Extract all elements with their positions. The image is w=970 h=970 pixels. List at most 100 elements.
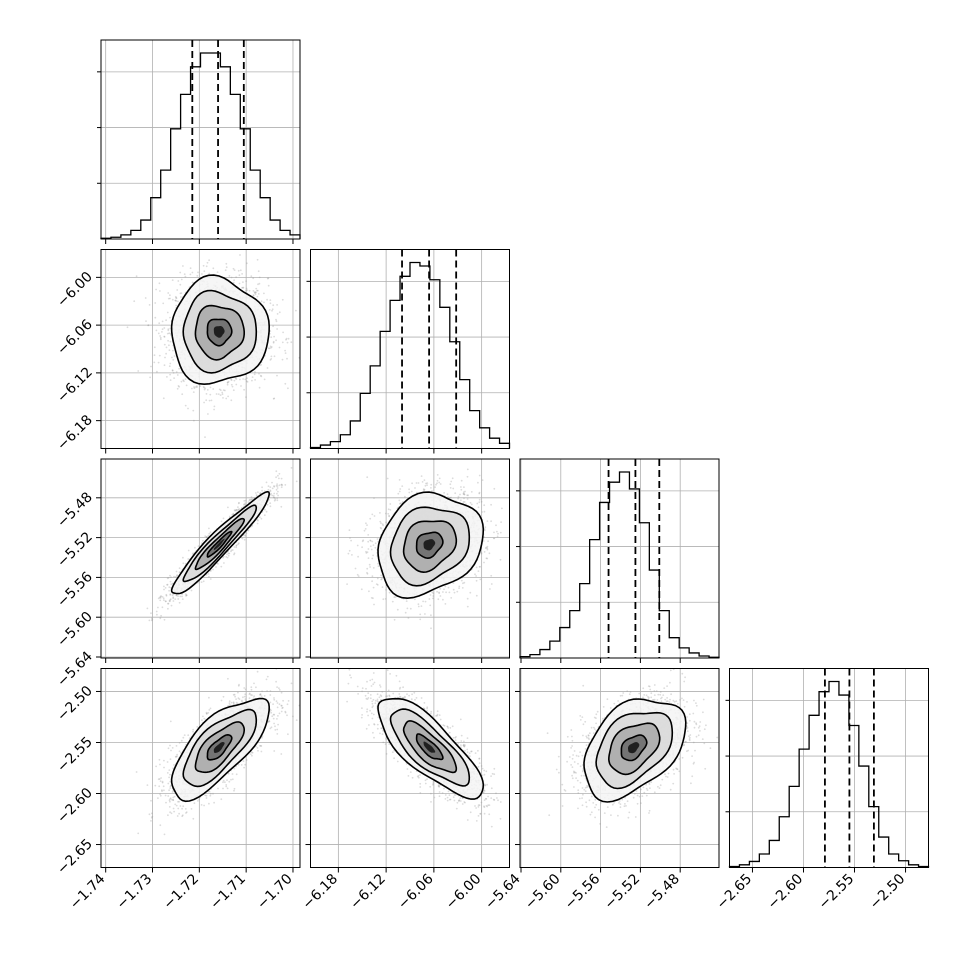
scatter-point	[207, 413, 209, 415]
scatter-point	[177, 595, 179, 597]
scatter-point	[268, 309, 271, 311]
scatter-point	[273, 496, 275, 499]
scatter-point	[164, 587, 167, 589]
scatter-point	[235, 509, 237, 512]
scatter-point	[147, 324, 150, 327]
scatter-point	[275, 488, 278, 491]
scatter-point	[161, 606, 164, 609]
scatter-point	[373, 515, 376, 517]
scatter-point	[240, 536, 243, 539]
scatter-point	[241, 286, 243, 289]
scatter-point	[190, 589, 193, 592]
scatter-point	[270, 492, 272, 495]
histogram-panel-3	[725, 668, 930, 873]
scatter-point	[230, 399, 233, 402]
scatter-point	[208, 575, 210, 578]
scatter-point	[194, 546, 196, 549]
scatter-point	[276, 499, 279, 502]
scatter-point	[238, 274, 241, 277]
scatter-point	[245, 380, 248, 383]
scatter-point	[277, 494, 279, 497]
scatter-point	[159, 338, 162, 341]
scatter-point	[242, 286, 244, 289]
scatter-point	[273, 485, 276, 488]
scatter-point	[177, 598, 180, 600]
scatter-point	[228, 552, 231, 555]
scatter-point	[174, 299, 177, 302]
scatter-point	[365, 552, 368, 554]
scatter-point	[244, 534, 247, 537]
scatter-point	[208, 259, 211, 262]
scatter-point	[149, 376, 152, 379]
scatter-point	[194, 386, 197, 388]
scatter-point	[477, 481, 479, 484]
scatter-point	[387, 508, 390, 511]
scatter-point	[278, 346, 281, 349]
scatter-point	[148, 619, 151, 622]
scatter-point	[251, 376, 254, 378]
scatter-point	[159, 336, 162, 339]
scatter-point	[235, 509, 238, 511]
scatter-point	[193, 419, 195, 422]
scatter-point	[135, 275, 138, 278]
scatter-point	[238, 501, 240, 504]
scatter-point	[269, 505, 272, 508]
scatter-point	[163, 364, 166, 367]
scatter-point	[185, 595, 187, 597]
scatter-point	[182, 265, 184, 267]
scatter-point	[216, 271, 219, 273]
scatter-point	[261, 489, 263, 492]
scatter-point	[212, 568, 214, 571]
scatter-point	[244, 499, 247, 502]
scatter-point	[241, 537, 244, 540]
scatter-point	[168, 365, 171, 368]
scatter-point	[233, 546, 236, 548]
scatter-point	[275, 485, 278, 487]
scatter-point	[463, 486, 465, 488]
scatter-point	[223, 562, 225, 564]
scatter-point	[436, 479, 439, 482]
scatter-point	[176, 374, 179, 376]
scatter-point	[205, 399, 208, 402]
scatter-point	[295, 480, 298, 483]
scatter-point	[181, 595, 184, 598]
scatter-point	[158, 354, 161, 357]
scatter-point	[243, 500, 246, 502]
scatter-point	[168, 349, 171, 352]
scatter-point	[234, 377, 237, 380]
scatter-point	[169, 574, 171, 577]
scatter-point	[270, 346, 273, 348]
scatter-point	[168, 344, 170, 347]
scatter-point	[209, 570, 212, 572]
scatter-point	[272, 397, 275, 400]
scatter-point	[157, 332, 160, 335]
scatter-point	[287, 337, 290, 340]
scatter-point	[281, 341, 284, 344]
scatter-point	[273, 397, 276, 400]
scatter-point	[208, 532, 211, 535]
scatter-point	[157, 606, 159, 609]
scatter-point	[206, 261, 209, 264]
scatter-point	[256, 518, 259, 521]
scatter-point	[222, 389, 225, 391]
scatter-point	[226, 556, 229, 559]
scatter-point	[167, 602, 169, 605]
scatter-point	[257, 491, 259, 494]
scatter-point	[174, 598, 177, 600]
scatter-point	[209, 578, 212, 580]
scatter-point	[210, 399, 213, 402]
scatter-point	[270, 355, 273, 358]
scatter-point	[137, 370, 140, 372]
scatter-point	[181, 393, 184, 396]
scatter-point	[230, 383, 233, 386]
scatter-point	[217, 393, 220, 395]
scatter-point	[420, 475, 423, 477]
histogram-panel-0	[97, 39, 301, 244]
scatter-point	[200, 581, 203, 583]
scatter-point	[417, 603, 420, 606]
scatter-point	[275, 470, 278, 473]
scatter-point	[178, 367, 181, 370]
scatter-point	[252, 294, 255, 297]
density-level	[213, 326, 225, 338]
scatter-point	[169, 362, 172, 365]
